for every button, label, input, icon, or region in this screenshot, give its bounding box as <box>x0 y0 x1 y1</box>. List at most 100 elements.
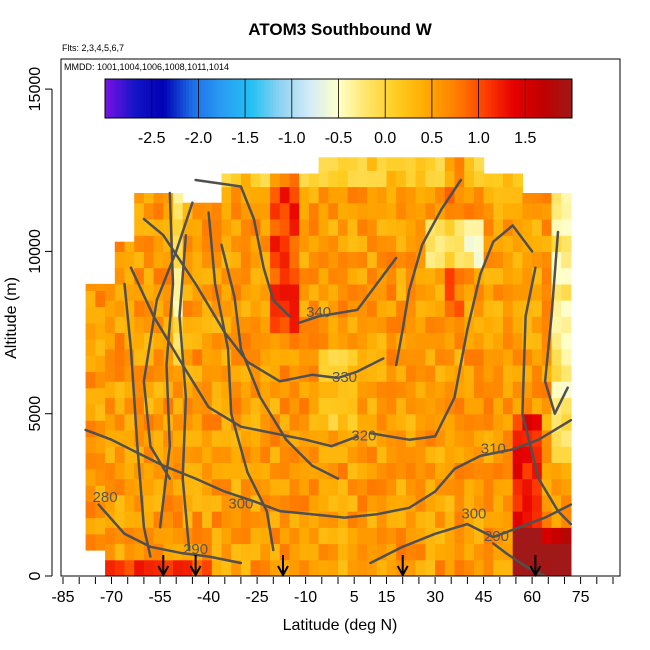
heatmap-cell <box>532 332 543 350</box>
heatmap-cell <box>396 157 407 171</box>
heatmap-cell <box>532 316 543 334</box>
colorbar-segment <box>204 79 209 118</box>
heatmap-cell <box>357 202 368 220</box>
heatmap-cell <box>192 429 203 447</box>
heatmap-cell <box>221 462 232 480</box>
heatmap-cell <box>483 543 494 561</box>
heatmap-cell <box>522 316 533 334</box>
heatmap-cell <box>318 543 329 561</box>
heatmap-cell <box>270 332 281 350</box>
heatmap-cell <box>279 235 291 252</box>
heatmap-cell <box>192 332 203 350</box>
heatmap-cell <box>541 429 553 447</box>
x-tick-label: -85 <box>51 589 74 606</box>
heatmap-cell <box>114 348 126 366</box>
heatmap-cell <box>473 219 485 236</box>
heatmap-cell <box>483 413 494 431</box>
heatmap-cell <box>202 332 213 350</box>
heatmap-cell <box>153 494 164 512</box>
heatmap-cell <box>260 543 271 561</box>
heatmap-cell <box>396 170 407 188</box>
heatmap-cell <box>163 348 174 366</box>
heatmap-cell <box>289 235 300 252</box>
heatmap-cell <box>454 157 465 171</box>
heatmap-cell <box>85 485 96 502</box>
colorbar-segment <box>559 79 564 118</box>
heatmap-cell <box>435 332 446 350</box>
heatmap-cell <box>289 202 300 220</box>
heatmap-cell <box>260 283 271 301</box>
heatmap-cell <box>503 202 514 220</box>
heatmap-cell <box>415 267 426 285</box>
heatmap-cell <box>240 283 252 301</box>
colorbar-segment <box>481 79 486 118</box>
heatmap-cell <box>493 251 504 269</box>
heatmap-cell <box>425 283 436 301</box>
heatmap-cell <box>134 348 145 366</box>
heatmap-cell <box>405 235 417 252</box>
heatmap-cell <box>386 235 397 252</box>
heatmap-cell <box>250 397 261 415</box>
heatmap-cell <box>347 348 358 366</box>
heatmap-cell <box>279 511 291 528</box>
heatmap-cell <box>454 170 465 188</box>
heatmap-cell <box>114 397 126 415</box>
heatmap-cell <box>192 235 203 252</box>
heatmap-cell <box>493 173 504 188</box>
heatmap-cell <box>289 300 300 317</box>
heatmap-cell <box>299 202 310 220</box>
colorbar-segment <box>528 79 532 118</box>
heatmap-cell <box>163 365 174 382</box>
colorbar-segment <box>547 79 551 118</box>
heatmap-cell <box>114 381 126 399</box>
x-axis: -85 -70 -55 -40 -25 -10 5 15 30 45 60 75 <box>51 577 614 606</box>
heatmap-cell <box>541 413 553 431</box>
colorbar-segment <box>506 79 511 118</box>
heatmap-cell <box>541 300 553 317</box>
heatmap-cell <box>338 543 349 561</box>
heatmap-cell <box>493 413 504 431</box>
heatmap-cell <box>221 527 232 545</box>
heatmap-cell <box>308 543 320 561</box>
heatmap-cell <box>260 494 271 512</box>
y-tick-label: 5000 <box>27 396 44 432</box>
colorbar-segment <box>537 79 542 118</box>
heatmap-cell <box>143 527 155 545</box>
heatmap-cell <box>299 413 310 431</box>
heatmap-cell <box>153 365 164 382</box>
heatmap-cell <box>328 219 339 236</box>
colorbar-tick-label: 1.5 <box>514 130 536 147</box>
heatmap-cell <box>270 348 281 366</box>
heatmap-cell <box>493 494 504 512</box>
heatmap-cell <box>473 332 485 350</box>
heatmap-cell <box>105 446 116 463</box>
heatmap-cell <box>173 397 184 415</box>
heatmap-cell <box>435 429 446 447</box>
heatmap-cell <box>114 413 126 431</box>
colorbar-segment <box>108 79 112 118</box>
heatmap-cell <box>134 413 145 431</box>
heatmap-cell <box>454 478 465 496</box>
heatmap-cell <box>347 235 358 252</box>
heatmap-cell <box>240 332 252 350</box>
heatmap-cell <box>182 478 193 496</box>
heatmap-cell <box>299 381 310 399</box>
heatmap-cell <box>134 332 145 350</box>
colorbar-segment <box>263 79 268 118</box>
heatmap-cell <box>289 527 300 545</box>
heatmap-cell <box>473 365 485 382</box>
heatmap-cell <box>532 267 543 285</box>
heatmap-cell <box>493 511 504 528</box>
heatmap-cell <box>211 316 223 334</box>
heatmap-cell <box>512 365 523 382</box>
heatmap-cell <box>124 413 135 431</box>
heatmap-cell <box>396 543 407 561</box>
heatmap-cell <box>289 283 300 301</box>
heatmap-cell <box>473 397 485 415</box>
heatmap-cell <box>182 494 193 512</box>
heatmap-cell <box>260 235 271 252</box>
heatmap-cell <box>473 316 485 334</box>
heatmap-cell <box>299 543 310 561</box>
colorbar-segment <box>491 79 495 118</box>
heatmap-cell <box>260 300 271 317</box>
